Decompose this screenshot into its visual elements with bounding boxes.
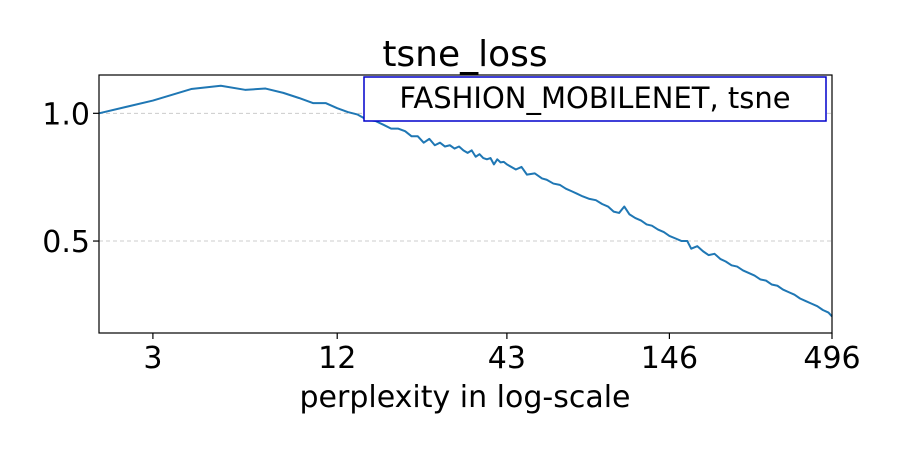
x-tick-label: 496 xyxy=(803,341,860,376)
y-tick-label: 1.0 xyxy=(42,97,90,132)
series-layer xyxy=(98,84,833,318)
x-tick-label: 146 xyxy=(641,341,698,376)
chart-title: tsne_loss xyxy=(382,34,547,75)
plot-frame xyxy=(98,74,833,334)
gridlines xyxy=(99,112,832,242)
x-axis-label: perplexity in log-scale xyxy=(299,380,630,415)
legend-box xyxy=(363,76,827,122)
x-tick-label: 43 xyxy=(488,341,526,376)
y-tick-label: 0.5 xyxy=(42,225,90,260)
x-axis: 3 12 43 146 496 xyxy=(143,333,861,376)
legend-text: FASHION_MOBILENET, tsne xyxy=(399,81,790,115)
legend: FASHION_MOBILENET, tsne xyxy=(363,76,827,122)
x-tick-label: 3 xyxy=(143,341,162,376)
x-tick-label: 12 xyxy=(318,341,356,376)
series-line xyxy=(98,84,833,318)
y-axis: 0.5 1.0 xyxy=(42,97,99,260)
